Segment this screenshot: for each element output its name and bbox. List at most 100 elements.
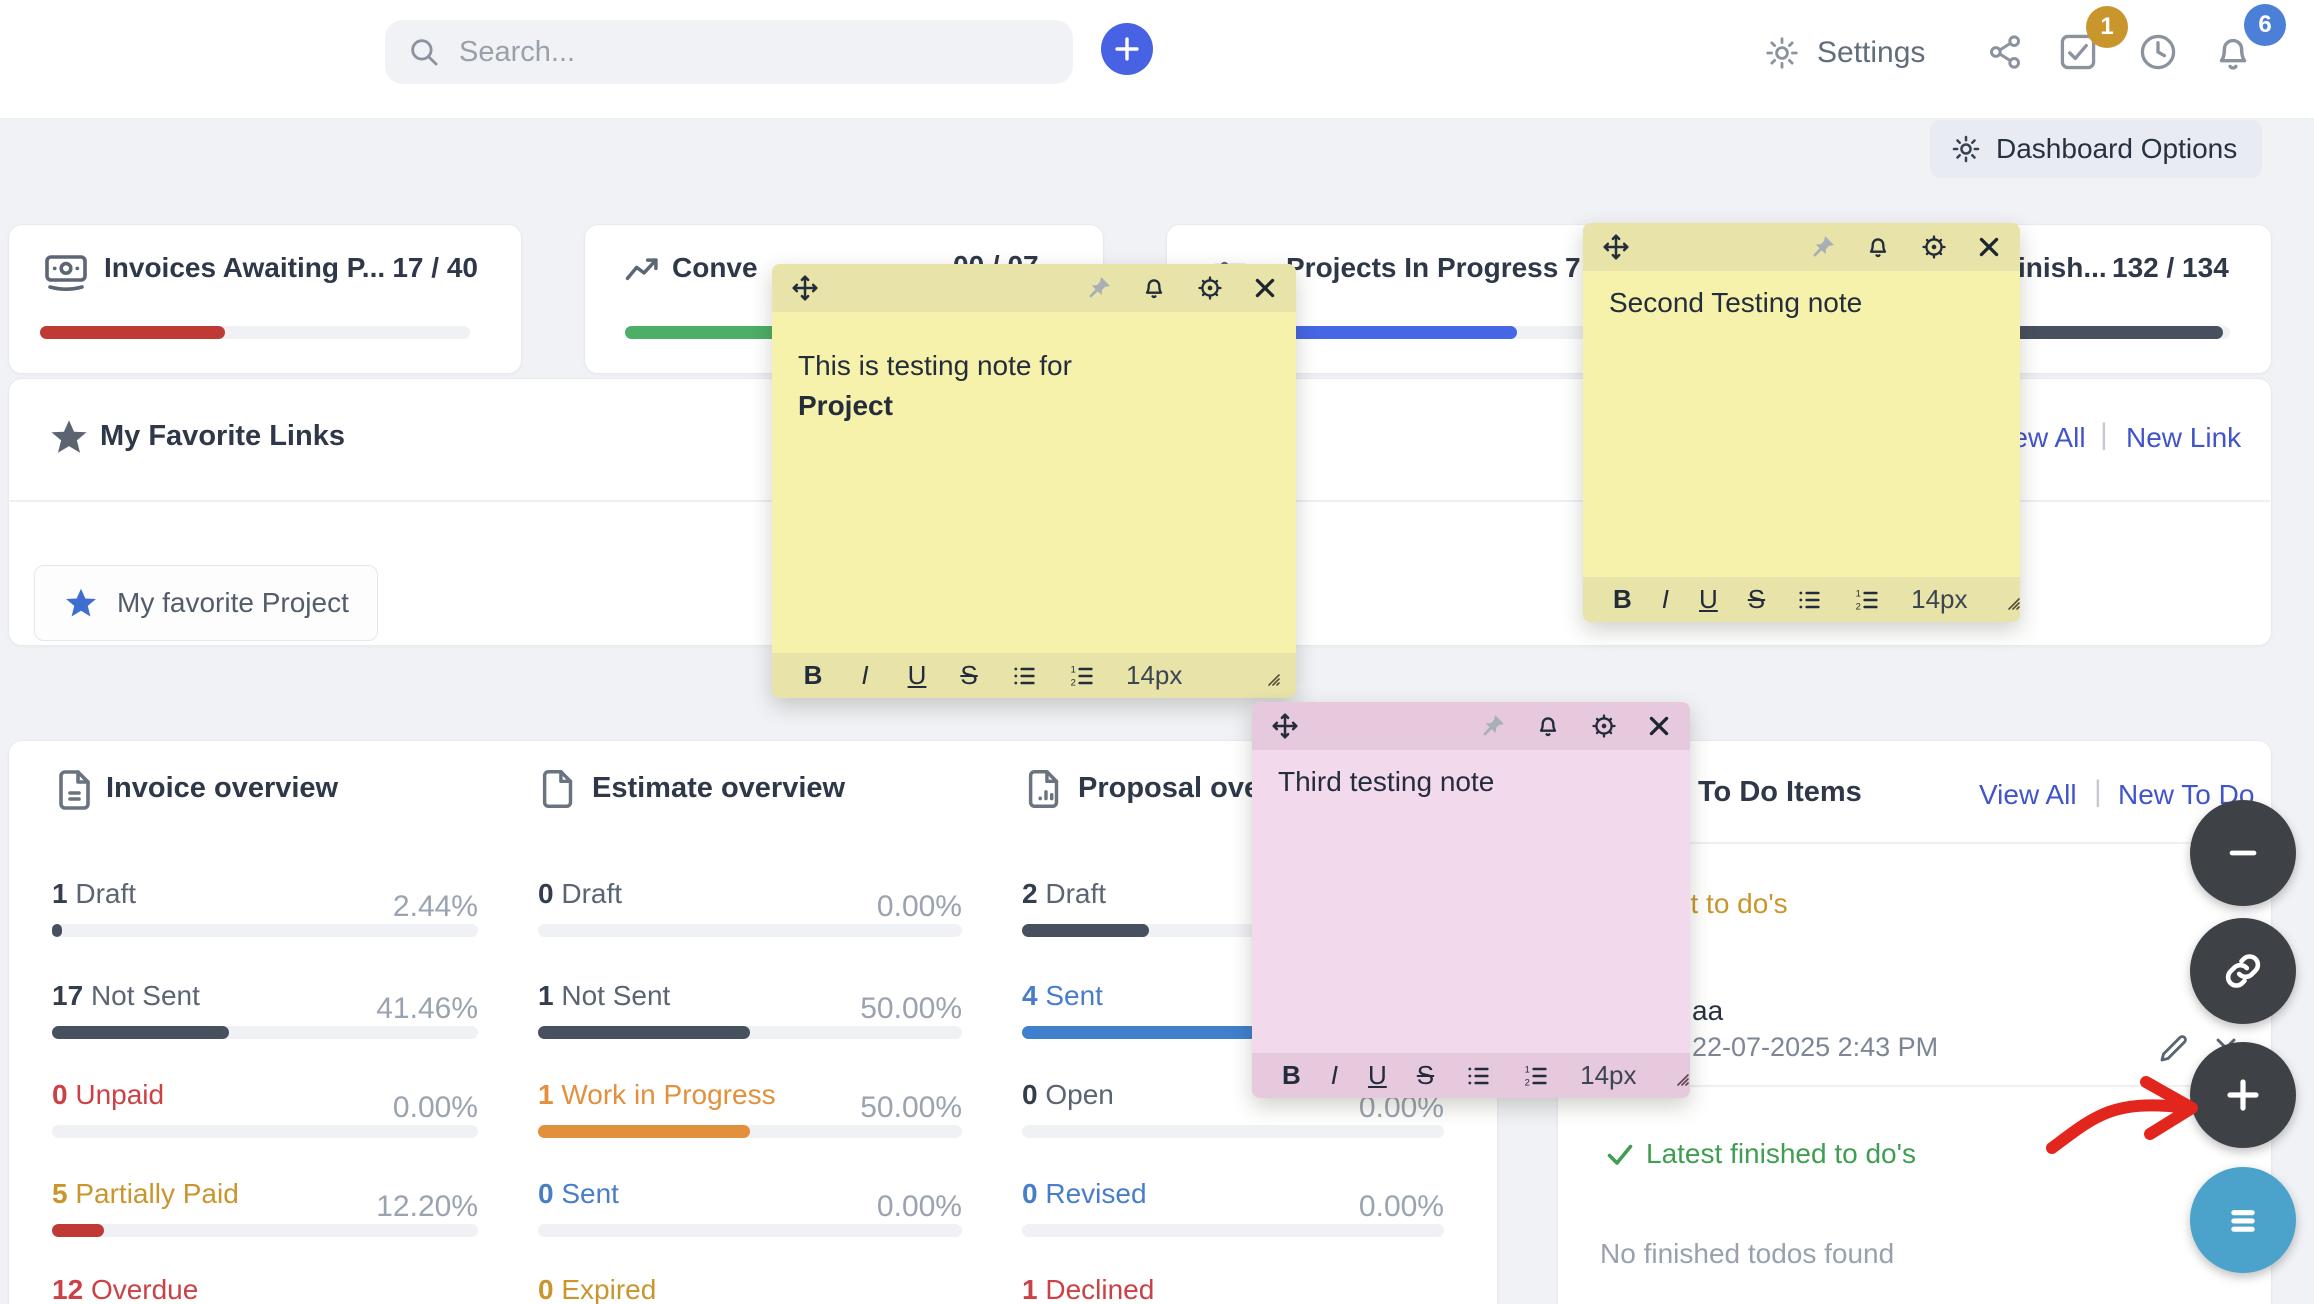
note-header[interactable]	[1583, 223, 2020, 271]
underline-button[interactable]: U	[1699, 584, 1718, 614]
move-icon[interactable]	[790, 273, 820, 303]
move-icon[interactable]	[1270, 711, 1300, 741]
svg-text:2: 2	[1856, 601, 1861, 611]
row-bar	[538, 1224, 962, 1237]
close-icon[interactable]	[1646, 713, 1672, 739]
note-header[interactable]	[1252, 702, 1690, 750]
color-gear-icon[interactable]	[1196, 274, 1224, 302]
invoice-file-icon	[52, 766, 100, 814]
resize-grip-icon[interactable]	[1258, 664, 1282, 688]
add-float-button[interactable]	[2190, 1042, 2296, 1148]
pin-icon[interactable]	[1086, 275, 1112, 301]
pin-icon[interactable]	[1480, 713, 1506, 739]
star-icon	[63, 585, 99, 621]
row-bar-fill	[52, 1026, 229, 1039]
todo-view-all-link[interactable]: View All	[1979, 779, 2077, 810]
share-button[interactable]	[1985, 32, 2025, 72]
settings-button[interactable]: Settings	[1763, 34, 1925, 72]
tasks-button[interactable]	[2056, 30, 2100, 74]
link-float-button[interactable]	[2190, 918, 2296, 1024]
stat-card-title: Conve	[672, 252, 758, 283]
move-icon[interactable]	[1601, 232, 1631, 262]
color-gear-icon[interactable]	[1920, 233, 1948, 261]
underline-button[interactable]: U	[1368, 1060, 1387, 1090]
todo-divider-line	[1557, 842, 2270, 844]
invoice-row-label: 0 Unpaid	[52, 1079, 165, 1110]
underline-button[interactable]: U	[907, 660, 927, 690]
history-button[interactable]	[2136, 30, 2180, 74]
overview-card	[8, 740, 1498, 1304]
italic-button[interactable]: I	[861, 660, 869, 690]
progress-fill	[40, 326, 225, 339]
note-body[interactable]: Second Testing note	[1583, 283, 2020, 323]
bell-icon[interactable]	[1534, 712, 1562, 740]
todo-item-timestamp: 22-07-2025 2:43 PM	[1692, 1032, 1939, 1062]
sticky-note-1[interactable]: This is testing note for Project B I U S…	[772, 264, 1296, 698]
strikethrough-button[interactable]: S	[1747, 584, 1766, 614]
note-text-line: Third testing note	[1278, 766, 1495, 797]
dashboard-options-button[interactable]: Dashboard Options	[1930, 120, 2262, 178]
strikethrough-button[interactable]: S	[960, 660, 978, 690]
link-icon	[2220, 948, 2266, 994]
invoice-row-pct: 0.00%	[392, 1091, 478, 1124]
bold-button[interactable]: B	[1613, 584, 1632, 614]
no-finished-text: No finished todos found	[1600, 1238, 1895, 1269]
proposal-row-label: 1 Declined	[1022, 1274, 1155, 1304]
row-bar-fill	[1022, 1026, 1304, 1039]
minimize-float-button[interactable]	[2190, 800, 2296, 906]
invoice-row-label: 17 Not Sent	[52, 980, 200, 1011]
note-header[interactable]	[772, 264, 1296, 312]
notifications-button[interactable]	[2210, 30, 2256, 76]
note-body[interactable]: This is testing note for Project	[772, 346, 1296, 426]
proposal-row-label: 0 Open	[1022, 1079, 1114, 1110]
bullet-list-icon[interactable]	[1795, 586, 1823, 614]
row-bar	[538, 1026, 962, 1039]
search-input[interactable]	[457, 34, 1021, 70]
note-text-line-bold: Project	[798, 390, 893, 421]
plus-icon	[2219, 1071, 2267, 1119]
bullet-list-icon[interactable]	[1464, 1062, 1492, 1090]
resize-grip-icon[interactable]	[1667, 1064, 1690, 1088]
bell-icon[interactable]	[1864, 233, 1892, 261]
resize-grip-icon[interactable]	[1998, 588, 2020, 612]
favorite-project-chip[interactable]: My favorite Project	[34, 565, 378, 641]
invoice-row-pct: 12.20%	[376, 1190, 478, 1223]
bold-button[interactable]: B	[1282, 1060, 1301, 1090]
bullet-list-icon[interactable]	[1010, 662, 1038, 690]
bell-icon[interactable]	[1140, 274, 1168, 302]
font-size-label[interactable]: 14px	[1580, 1060, 1637, 1090]
italic-button[interactable]: I	[1330, 1060, 1339, 1090]
close-icon[interactable]	[1252, 275, 1278, 301]
row-bar-fill	[538, 1026, 750, 1039]
favorite-project-label: My favorite Project	[117, 587, 349, 618]
favorites-new-link[interactable]: New Link	[2126, 422, 2242, 453]
note-body[interactable]: Third testing note	[1252, 762, 1690, 802]
tasks-badge: 1	[2086, 6, 2128, 48]
italic-button[interactable]: I	[1661, 584, 1670, 614]
share-icon	[1985, 32, 2025, 72]
edit-pencil-icon[interactable]	[2156, 1030, 2192, 1066]
bold-button[interactable]: B	[803, 660, 823, 690]
stat-card-invoices-awaiting[interactable]	[8, 224, 522, 374]
font-size-label[interactable]: 14px	[1126, 660, 1183, 690]
estimate-row-label: 1 Work in Progress	[538, 1079, 776, 1110]
invoice-row-label: 5 Partially Paid	[52, 1178, 239, 1209]
close-icon[interactable]	[1976, 234, 2002, 260]
stat-card-title: Projects In Progress	[1286, 252, 1559, 283]
color-gear-icon[interactable]	[1590, 712, 1618, 740]
menu-float-button[interactable]	[2190, 1167, 2296, 1273]
plus-icon	[1110, 32, 1144, 66]
row-bar	[1022, 1125, 1444, 1138]
estimate-row-pct: 0.00%	[876, 1190, 962, 1223]
font-size-label[interactable]: 14px	[1911, 584, 1968, 614]
quick-add-button[interactable]	[1101, 23, 1153, 75]
search-box[interactable]	[385, 20, 1073, 84]
pin-icon[interactable]	[1810, 234, 1836, 260]
proposal-row-pct: 0.00%	[1358, 1190, 1444, 1223]
strikethrough-button[interactable]: S	[1416, 1060, 1435, 1090]
